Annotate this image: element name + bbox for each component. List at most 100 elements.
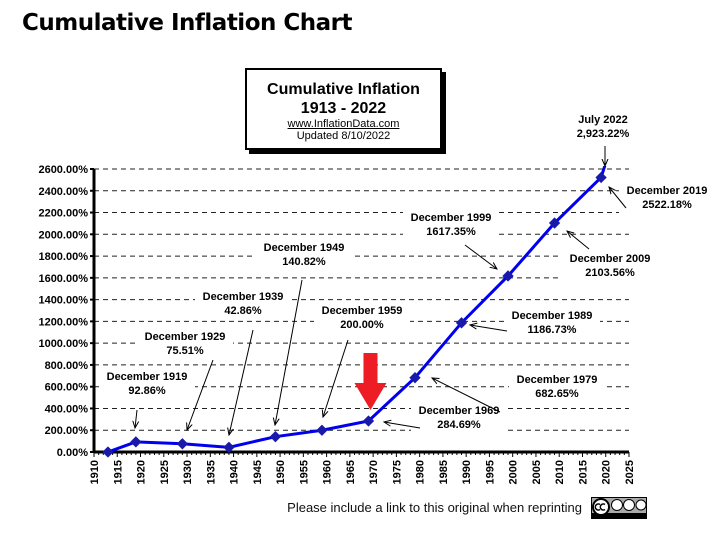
annotation-bg <box>403 211 499 241</box>
x-tick-label: 2010 <box>554 460 566 484</box>
annotation-arrow <box>432 378 501 413</box>
y-tick-label: 1800.00% <box>38 251 88 263</box>
y-tick-label: 1400.00% <box>38 295 88 307</box>
annotation-arrow <box>470 325 508 332</box>
annotation-arrow <box>567 231 590 250</box>
annotation-value: 92.86% <box>128 385 166 397</box>
annotation-arrow <box>229 329 254 435</box>
annotation-bg <box>314 304 410 334</box>
annotation-date: July 2022 <box>578 114 628 126</box>
annotation-bg <box>137 330 233 360</box>
annotation-date: December 1979 <box>517 374 598 386</box>
highlight-arrow-icon <box>354 353 387 410</box>
x-tick-label: 1910 <box>89 460 101 484</box>
footer-note: Please include a link to this original w… <box>287 500 582 515</box>
data-point <box>409 372 421 384</box>
updated-date: Updated 8/10/2022 <box>296 130 391 142</box>
x-tick-label: 1925 <box>159 460 171 484</box>
x-tick-label: 1920 <box>136 460 148 484</box>
annotation-arrow <box>609 187 627 209</box>
data-point <box>223 441 235 453</box>
x-tick-label: 1975 <box>391 460 403 484</box>
annotation-date: December 1939 <box>203 291 284 303</box>
y-tick-label: 2400.00% <box>38 186 88 198</box>
x-tick-label: 1970 <box>368 460 380 484</box>
y-tick-label: 2600.00% <box>38 164 88 176</box>
annotation-bg <box>562 252 658 282</box>
annotation-value: 42.86% <box>224 305 262 317</box>
data-point <box>102 446 114 458</box>
source-link[interactable]: www.InflationData.com <box>287 118 400 130</box>
annotation-value: 2103.56% <box>585 267 635 279</box>
annotation-date: December 2009 <box>570 253 651 265</box>
y-tick-label: 2200.00% <box>38 208 88 220</box>
data-point <box>130 436 142 448</box>
annotation-date: December 1959 <box>322 305 403 317</box>
chart-title: Cumulative Inflation <box>267 81 420 98</box>
annotation-date: December 1999 <box>411 212 492 224</box>
cc-by-nc-nd-icon[interactable] <box>591 497 647 519</box>
data-point <box>595 171 607 184</box>
y-tick-label: 2000.00% <box>38 229 88 241</box>
annotation-date: December 1989 <box>512 310 593 322</box>
annotation-value: 2,923.22% <box>577 128 630 140</box>
y-tick-label: 400.00% <box>45 403 89 415</box>
annotation-value: 284.69% <box>437 419 481 431</box>
chart-title-box: Cumulative Inflation 1913 - 2022 www.Inf… <box>245 68 442 150</box>
annotation-value: 682.65% <box>535 388 579 400</box>
x-tick-label: 2025 <box>624 460 636 484</box>
annotation-date: December 2019 <box>627 185 708 197</box>
x-tick-label: 1985 <box>438 460 450 484</box>
annotation-value: 200.00% <box>340 319 384 331</box>
annotation-date: December 1929 <box>145 331 226 343</box>
data-point <box>362 415 375 427</box>
y-tick-label: 800.00% <box>45 360 89 372</box>
data-point <box>548 217 561 229</box>
x-tick-label: 1930 <box>182 460 194 484</box>
annotation-value: 2522.18% <box>642 199 692 211</box>
x-tick-label: 1980 <box>415 460 427 484</box>
x-tick-label: 1995 <box>484 460 496 484</box>
annotation-bg <box>411 404 507 434</box>
x-tick-label: 2005 <box>531 460 543 484</box>
page-title: Cumulative Inflation Chart <box>22 10 353 36</box>
annotation-bg <box>555 113 651 143</box>
x-tick-label: 2020 <box>601 460 613 484</box>
y-tick-label: 1200.00% <box>38 316 88 328</box>
annotation-bg <box>619 184 715 214</box>
y-tick-label: 0.00% <box>57 447 88 459</box>
x-tick-label: 1935 <box>205 460 217 484</box>
annotation-date: December 1969 <box>419 405 500 417</box>
series-line <box>107 166 607 454</box>
x-tick-label: 1965 <box>345 460 357 484</box>
annotation-arrow <box>384 422 421 429</box>
y-tick-label: 600.00% <box>45 382 89 394</box>
data-point <box>316 424 328 436</box>
x-tick-label: 1945 <box>252 460 264 484</box>
annotation-date: December 1949 <box>264 242 345 254</box>
y-tick-label: 1000.00% <box>38 338 88 350</box>
annotation-arrow <box>323 339 349 417</box>
annotation-value: 1617.35% <box>426 226 476 238</box>
x-tick-label: 1950 <box>275 460 287 484</box>
x-tick-label: 2000 <box>508 460 520 484</box>
y-tick-label: 1600.00% <box>38 273 88 285</box>
data-point <box>455 317 468 329</box>
x-tick-label: 1955 <box>298 460 310 484</box>
annotation-arrow <box>464 244 497 269</box>
x-tick-label: 1960 <box>322 460 334 484</box>
annotation-arrow <box>135 409 137 428</box>
annotation-date: December 1919 <box>107 371 188 383</box>
annotation-value: 140.82% <box>282 256 326 268</box>
annotation-bg <box>504 309 600 339</box>
x-tick-label: 1915 <box>112 460 124 484</box>
data-point <box>176 438 189 450</box>
annotation-bg <box>99 370 195 400</box>
data-point <box>269 431 282 443</box>
chart-subtitle: 1913 - 2022 <box>300 100 387 117</box>
annotation-bg <box>509 373 605 403</box>
annotation-value: 75.51% <box>166 345 204 357</box>
x-tick-label: 1940 <box>229 460 241 484</box>
annotation-value: 1186.73% <box>528 324 577 336</box>
